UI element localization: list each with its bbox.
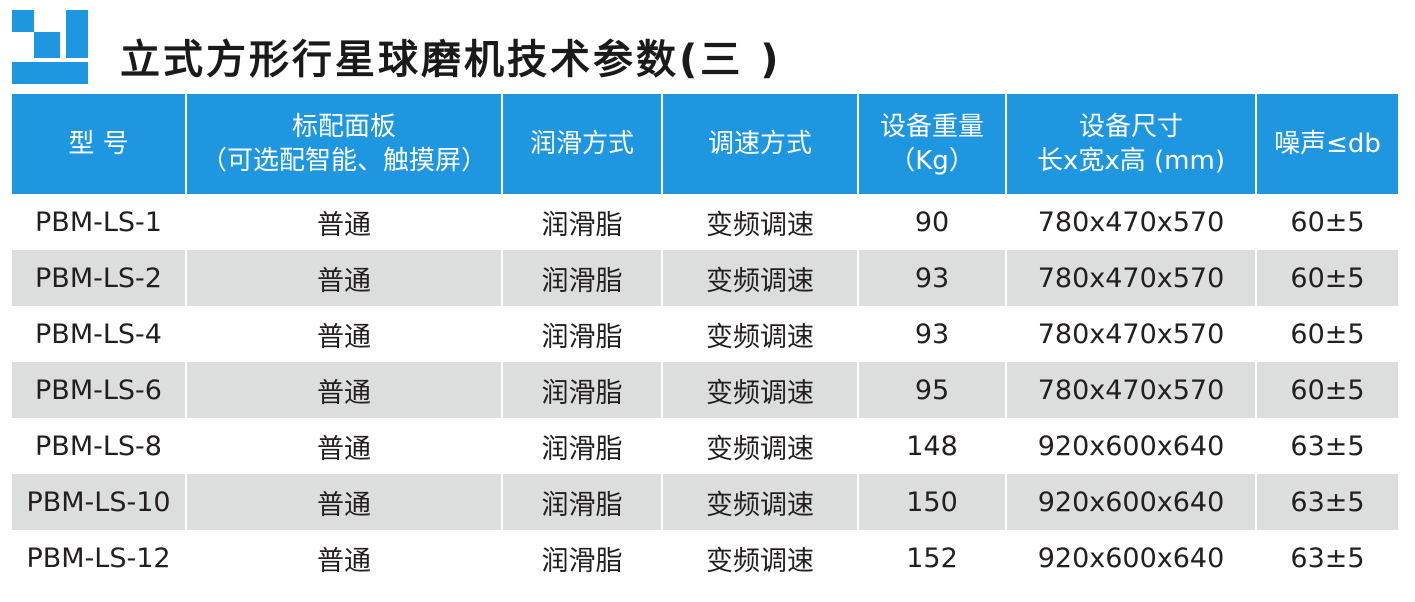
speed-control-cell: 变频调速 xyxy=(661,250,858,306)
speed-control-cell: 变频调速 xyxy=(661,474,858,530)
table-row: PBM-LS-1 普通 润滑脂 变频调速 90 780x470x570 60±5 xyxy=(12,194,1398,250)
noise-cell: 60±5 xyxy=(1255,194,1398,250)
model-cell: PBM-LS-1 xyxy=(12,194,186,250)
panel-cell: 普通 xyxy=(185,194,502,250)
dimensions-cell: 920x600x640 xyxy=(1005,418,1256,474)
lubrication-cell: 润滑脂 xyxy=(501,306,662,362)
noise-cell: 63±5 xyxy=(1255,530,1398,586)
noise-cell: 60±5 xyxy=(1255,362,1398,418)
column-header: 型 号 xyxy=(12,94,186,194)
speed-control-cell: 变频调速 xyxy=(661,362,858,418)
column-header: 润滑方式 xyxy=(501,94,662,194)
brand-logo-icon xyxy=(12,10,88,84)
spec-table: 型 号 标配面板 （可选配智能、触摸屏） 润滑方式 调速方式 设备重量 （Kg） 设… xyxy=(12,94,1398,586)
panel-cell: 普通 xyxy=(185,306,502,362)
panel-cell: 普通 xyxy=(185,474,502,530)
dimensions-cell: 920x600x640 xyxy=(1005,474,1256,530)
model-cell: PBM-LS-8 xyxy=(12,418,186,474)
table-row: PBM-LS-8 普通 润滑脂 变频调速 148 920x600x640 63±… xyxy=(12,418,1398,474)
weight-cell: 152 xyxy=(857,530,1006,586)
model-cell: PBM-LS-4 xyxy=(12,306,186,362)
table-row: PBM-LS-2 普通 润滑脂 变频调速 93 780x470x570 60±5 xyxy=(12,250,1398,306)
noise-cell: 63±5 xyxy=(1255,418,1398,474)
page-title: 立式方形行星球磨机技术参数(三 ) xyxy=(120,37,782,83)
panel-cell: 普通 xyxy=(185,362,502,418)
noise-cell: 60±5 xyxy=(1255,250,1398,306)
dimensions-cell: 780x470x570 xyxy=(1005,194,1256,250)
dimensions-cell: 780x470x570 xyxy=(1005,306,1256,362)
speed-control-cell: 变频调速 xyxy=(661,306,858,362)
table-row: PBM-LS-10 普通 润滑脂 变频调速 150 920x600x640 63… xyxy=(12,474,1398,530)
lubrication-cell: 润滑脂 xyxy=(501,418,662,474)
model-cell: PBM-LS-10 xyxy=(12,474,186,530)
speed-control-cell: 变频调速 xyxy=(661,194,858,250)
weight-cell: 148 xyxy=(857,418,1006,474)
table-row: PBM-LS-12 普通 润滑脂 变频调速 152 920x600x640 63… xyxy=(12,530,1398,586)
lubrication-cell: 润滑脂 xyxy=(501,194,662,250)
table-row: PBM-LS-6 普通 润滑脂 变频调速 95 780x470x570 60±5 xyxy=(12,362,1398,418)
column-header: 设备重量 （Kg） xyxy=(857,94,1006,194)
weight-cell: 90 xyxy=(857,194,1006,250)
weight-cell: 93 xyxy=(857,306,1006,362)
dimensions-cell: 780x470x570 xyxy=(1005,250,1256,306)
weight-cell: 93 xyxy=(857,250,1006,306)
model-cell: PBM-LS-6 xyxy=(12,362,186,418)
noise-cell: 63±5 xyxy=(1255,474,1398,530)
weight-cell: 150 xyxy=(857,474,1006,530)
speed-control-cell: 变频调速 xyxy=(661,530,858,586)
model-cell: PBM-LS-2 xyxy=(12,250,186,306)
lubrication-cell: 润滑脂 xyxy=(501,250,662,306)
lubrication-cell: 润滑脂 xyxy=(501,530,662,586)
speed-control-cell: 变频调速 xyxy=(661,418,858,474)
column-header: 设备尺寸 长x宽x高 (mm) xyxy=(1005,94,1256,194)
lubrication-cell: 润滑脂 xyxy=(501,474,662,530)
dimensions-cell: 780x470x570 xyxy=(1005,362,1256,418)
weight-cell: 95 xyxy=(857,362,1006,418)
column-header: 噪声≤db xyxy=(1255,94,1398,194)
column-header: 标配面板 （可选配智能、触摸屏） xyxy=(185,94,502,194)
lubrication-cell: 润滑脂 xyxy=(501,362,662,418)
column-header: 调速方式 xyxy=(661,94,858,194)
panel-cell: 普通 xyxy=(185,530,502,586)
dimensions-cell: 920x600x640 xyxy=(1005,530,1256,586)
table-row: PBM-LS-4 普通 润滑脂 变频调速 93 780x470x570 60±5 xyxy=(12,306,1398,362)
table-header-row: 型 号 标配面板 （可选配智能、触摸屏） 润滑方式 调速方式 设备重量 （Kg） 设… xyxy=(12,94,1398,194)
model-cell: PBM-LS-12 xyxy=(12,530,186,586)
noise-cell: 60±5 xyxy=(1255,306,1398,362)
panel-cell: 普通 xyxy=(185,250,502,306)
panel-cell: 普通 xyxy=(185,418,502,474)
